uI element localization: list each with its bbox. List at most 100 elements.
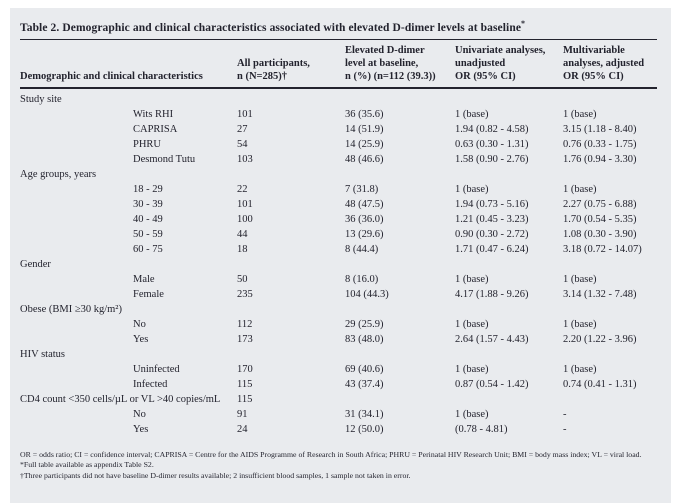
table-row: Female 235 104 (44.3) 4.17 (1.88 - 9.26)… [20, 287, 657, 302]
cell-elevated-ddimer-n: 13 (29.6) [345, 228, 384, 240]
cell-all-participants-n: 27 [237, 123, 248, 135]
cell-univariate-or: 1 (base) [455, 363, 489, 375]
table-footnotes: OR = odds ratio; CI = confidence interva… [20, 450, 657, 482]
column-header-characteristics: Demographic and clinical characteristics [20, 70, 203, 82]
cell-univariate-or [455, 392, 563, 407]
cell-multivariable-or: 1 (base) [563, 363, 597, 375]
cell-univariate-or [455, 347, 563, 362]
cell-multivariable-or: 3.15 (1.18 - 8.40) [563, 123, 637, 135]
cell-all-participants-n: 18 [237, 243, 248, 255]
row-label: CAPRISA [133, 123, 178, 135]
cell-univariate-or [455, 92, 563, 107]
row-label: Wits RHI [133, 108, 174, 120]
row-label: No [133, 318, 146, 330]
table-title-footnote-marker: * [521, 19, 526, 28]
row-label: Uninfected [133, 363, 180, 375]
table-row: 50 - 59 44 13 (29.6) 0.90 (0.30 - 2.72) … [20, 227, 657, 242]
cell-all-participants-n: 235 [237, 288, 253, 300]
cell-all-participants-n: 22 [237, 183, 248, 195]
cell-all-participants-n: 101 [237, 108, 253, 120]
footnote-missing-results: †Three participants did not have baselin… [20, 470, 411, 480]
cell-multivariable-or: 2.20 (1.22 - 3.96) [563, 333, 637, 345]
cell-univariate-or: 1.71 (0.47 - 6.24) [455, 243, 529, 255]
table-body: Study site Wits RHI 101 36 (35.6) 1 (bas… [20, 89, 657, 437]
cell-multivariable-or: 2.27 (0.75 - 6.88) [563, 198, 637, 210]
cell-elevated-ddimer-n [345, 302, 455, 317]
cell-elevated-ddimer-n: 14 (51.9) [345, 123, 384, 135]
cell-all-participants-n [237, 347, 345, 362]
footnote-full-table: *Full table available as appendix Table … [20, 460, 154, 470]
cell-elevated-ddimer-n: 31 (34.1) [345, 408, 384, 420]
cell-all-participants-n: 100 [237, 213, 253, 225]
cell-univariate-or: 1 (base) [455, 273, 489, 285]
table-header-row: Demographic and clinical characteristics… [20, 40, 657, 87]
cell-univariate-or: 1 (base) [455, 408, 489, 420]
cell-elevated-ddimer-n [345, 167, 455, 182]
cell-multivariable-or [563, 392, 657, 407]
cell-all-participants-n [237, 257, 345, 272]
table-row: Male 50 8 (16.0) 1 (base) 1 (base) [20, 272, 657, 287]
table-row: PHRU 54 14 (25.9) 0.63 (0.30 - 1.31) 0.7… [20, 137, 657, 152]
cell-univariate-or: 1.94 (0.73 - 5.16) [455, 198, 529, 210]
cell-elevated-ddimer-n [345, 392, 455, 407]
row-label: CD4 count <350 cells/µL or VL >40 copies… [20, 393, 221, 405]
table-row: CD4 count <350 cells/µL or VL >40 copies… [20, 392, 657, 407]
cell-univariate-or [455, 167, 563, 182]
cell-elevated-ddimer-n: 14 (25.9) [345, 138, 384, 150]
row-label: 18 - 29 [133, 183, 163, 195]
table-panel: Table 2. Demographic and clinical charac… [10, 8, 671, 503]
cell-elevated-ddimer-n: 36 (36.0) [345, 213, 384, 225]
row-label: 50 - 59 [133, 228, 163, 240]
table-row: Desmond Tutu 103 48 (46.6) 1.58 (0.90 - … [20, 152, 657, 167]
cell-elevated-ddimer-n: 29 (25.9) [345, 318, 384, 330]
table-row: 30 - 39 101 48 (47.5) 1.94 (0.73 - 5.16)… [20, 197, 657, 212]
row-label: Age groups, years [20, 168, 97, 180]
row-label: Yes [133, 333, 149, 345]
cell-all-participants-n [237, 92, 345, 107]
table-row: Yes 173 83 (48.0) 2.64 (1.57 - 4.43) 2.2… [20, 332, 657, 347]
header-divider [20, 86, 657, 89]
table-row: CAPRISA 27 14 (51.9) 1.94 (0.82 - 4.58) … [20, 122, 657, 137]
cell-multivariable-or: 1.08 (0.30 - 3.90) [563, 228, 637, 240]
cell-all-participants-n: 91 [237, 408, 248, 420]
cell-all-participants-n: 54 [237, 138, 248, 150]
cell-multivariable-or: 1 (base) [563, 318, 597, 330]
title-divider [20, 38, 657, 40]
cell-univariate-or: 1.94 (0.82 - 4.58) [455, 123, 529, 135]
cell-univariate-or: 1 (base) [455, 318, 489, 330]
table-row: Obese (BMI ≥30 kg/m²) [20, 302, 657, 317]
cell-all-participants-n: 115 [237, 378, 253, 390]
table-row: Infected 115 43 (37.4) 0.87 (0.54 - 1.42… [20, 377, 657, 392]
table-row: Wits RHI 101 36 (35.6) 1 (base) 1 (base) [20, 107, 657, 122]
cell-elevated-ddimer-n: 12 (50.0) [345, 423, 384, 435]
cell-elevated-ddimer-n [345, 257, 455, 272]
row-label: Female [133, 288, 164, 300]
cell-multivariable-or: 3.14 (1.32 - 7.48) [563, 288, 637, 300]
cell-multivariable-or: 3.18 (0.72 - 14.07) [563, 243, 642, 255]
cell-univariate-or [455, 257, 563, 272]
row-label: Yes [133, 423, 149, 435]
cell-elevated-ddimer-n: 48 (46.6) [345, 153, 384, 165]
cell-elevated-ddimer-n: 36 (35.6) [345, 108, 384, 120]
cell-multivariable-or [563, 302, 657, 317]
cell-all-participants-n: 115 [237, 393, 253, 405]
cell-univariate-or: 1.58 (0.90 - 2.76) [455, 153, 529, 165]
cell-all-participants-n: 103 [237, 153, 253, 165]
table-row: Yes 24 12 (50.0) (0.78 - 4.81) - [20, 422, 657, 437]
column-header-all-participants: All participants, n (N=285)† [237, 57, 310, 82]
cell-multivariable-or: 0.74 (0.41 - 1.31) [563, 378, 637, 390]
column-header-elevated-ddimer: Elevated D-dimer level at baseline, n (%… [345, 44, 436, 82]
cell-elevated-ddimer-n: 83 (48.0) [345, 333, 384, 345]
cell-multivariable-or: 1 (base) [563, 108, 597, 120]
column-header-univariate: Univariate analyses, unadjusted OR (95% … [455, 44, 546, 82]
row-label: PHRU [133, 138, 162, 150]
row-label: Gender [20, 258, 51, 270]
table-row: HIV status [20, 347, 657, 362]
table-row: No 91 31 (34.1) 1 (base) - [20, 407, 657, 422]
cell-elevated-ddimer-n: 7 (31.8) [345, 183, 379, 195]
cell-all-participants-n: 44 [237, 228, 248, 240]
table-row: Gender [20, 257, 657, 272]
cell-elevated-ddimer-n: 104 (44.3) [345, 288, 389, 300]
table-row: No 112 29 (25.9) 1 (base) 1 (base) [20, 317, 657, 332]
table-title-text: Table 2. Demographic and clinical charac… [20, 21, 522, 34]
